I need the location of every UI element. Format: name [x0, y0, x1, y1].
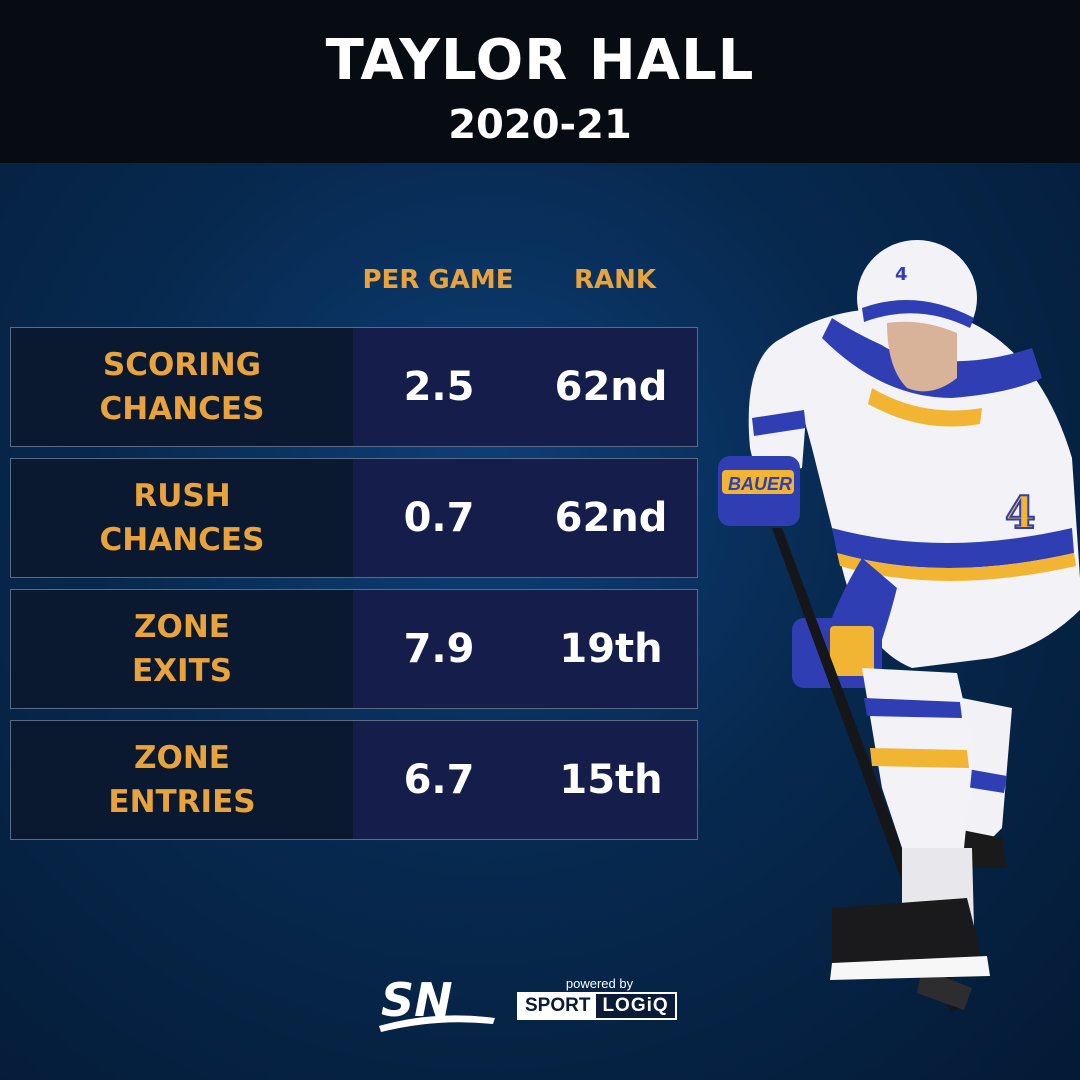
stat-row-scoring-chances: SCORING CHANCES 2.5 62nd	[10, 327, 698, 447]
stat-values: 7.9 19th	[353, 590, 697, 708]
powered-by-label: powered by	[565, 976, 634, 991]
jersey-number: 4	[1005, 488, 1036, 539]
stat-row-rush-chances: RUSH CHANCES 0.7 62nd	[10, 458, 698, 578]
stat-label: SCORING CHANCES	[11, 328, 353, 446]
header-bar: TAYLOR HALL 2020-21	[0, 0, 1080, 163]
per-game-value: 2.5	[403, 364, 475, 410]
stat-label-line2: CHANCES	[99, 522, 265, 558]
stat-values: 2.5 62nd	[353, 328, 697, 446]
stat-row-zone-entries: ZONE ENTRIES 6.7 15th	[10, 720, 698, 840]
rank-value: 15th	[559, 757, 663, 803]
per-game-value: 6.7	[403, 757, 475, 803]
helmet-number: 4	[895, 264, 908, 285]
stat-label-line2: ENTRIES	[108, 784, 256, 820]
stat-label-line1: ZONE	[134, 740, 230, 776]
column-header-rank: RANK	[573, 265, 657, 295]
stat-label: ZONE ENTRIES	[11, 721, 353, 839]
player-image: 4 BAUER 4	[718, 240, 1080, 1012]
footer-logos: SN powered by SPORT LOGiQ	[375, 970, 705, 1040]
stat-values: 0.7 62nd	[353, 459, 697, 577]
stat-label-line2: EXITS	[131, 653, 233, 689]
stat-row-zone-exits: ZONE EXITS 7.9 19th	[10, 589, 698, 709]
per-game-value: 7.9	[403, 626, 475, 672]
stat-label-line2: CHANCES	[99, 391, 265, 427]
sportlogiq-right: LOGiQ	[596, 994, 675, 1018]
stat-label: ZONE EXITS	[11, 590, 353, 708]
page-title: TAYLOR HALL	[325, 28, 755, 93]
stat-label-line1: SCORING	[102, 347, 262, 383]
season-label: 2020-21	[448, 102, 632, 148]
column-header-per-game: PER GAME	[362, 265, 514, 295]
stat-label-line1: ZONE	[134, 609, 230, 645]
stat-label: RUSH CHANCES	[11, 459, 353, 577]
rank-value: 62nd	[554, 495, 668, 541]
stat-values: 6.7 15th	[353, 721, 697, 839]
glove-brand: BAUER	[728, 474, 792, 494]
sportsnet-logo: SN	[379, 973, 495, 1032]
rank-value: 62nd	[554, 364, 668, 410]
rank-value: 19th	[559, 626, 663, 672]
sportlogiq-logo: SPORT LOGiQ	[517, 992, 677, 1020]
per-game-value: 0.7	[403, 495, 475, 541]
sportlogiq-left: SPORT	[519, 994, 597, 1018]
stat-label-line1: RUSH	[133, 478, 231, 514]
